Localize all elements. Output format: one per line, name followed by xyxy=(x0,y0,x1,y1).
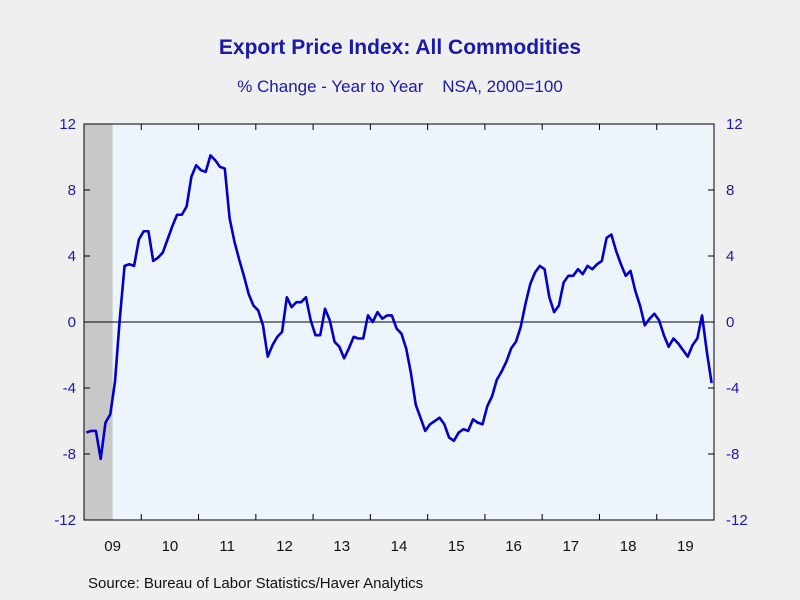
x-tick-label: 09 xyxy=(104,538,121,555)
x-tick-label: 11 xyxy=(219,538,235,555)
x-tick-label: 14 xyxy=(391,538,408,555)
x-tick-label: 16 xyxy=(505,538,522,555)
chart-title: Export Price Index: All Commodities xyxy=(218,36,582,59)
x-tick-label: 13 xyxy=(333,538,350,555)
y-tick-label-left: 4 xyxy=(68,248,76,265)
y-tick-label-right: -8 xyxy=(726,446,739,463)
x-tick-label: 17 xyxy=(562,538,579,555)
x-tick-label: 15 xyxy=(448,538,465,555)
source-note: Source: Bureau of Labor Statistics/Haver… xyxy=(88,575,424,592)
chart-subtitle: % Change - Year to Year NSA, 2000=100 xyxy=(237,77,563,96)
y-tick-label-right: 8 xyxy=(726,182,734,199)
x-tick-label: 10 xyxy=(162,538,179,555)
y-tick-label-right: -4 xyxy=(726,380,739,397)
y-tick-label-left: -12 xyxy=(54,512,76,529)
x-tick-label: 19 xyxy=(677,538,694,555)
series-line xyxy=(85,154,713,461)
plot-border xyxy=(83,123,715,521)
y-tick-label-right: -12 xyxy=(726,512,748,529)
y-tick-label-left: 12 xyxy=(59,116,76,133)
y-tick-label-left: 8 xyxy=(68,182,76,199)
x-tick-label: 12 xyxy=(276,538,293,555)
x-tick-label: 18 xyxy=(620,538,637,555)
y-tick-label-left: -4 xyxy=(63,380,76,397)
y-tick-label-left: 0 xyxy=(68,314,76,331)
y-tick-label-right: 4 xyxy=(726,248,734,265)
y-tick-label-right: 12 xyxy=(726,116,743,133)
y-tick-label-left: -8 xyxy=(63,446,76,463)
y-tick-label-right: 0 xyxy=(726,314,734,331)
